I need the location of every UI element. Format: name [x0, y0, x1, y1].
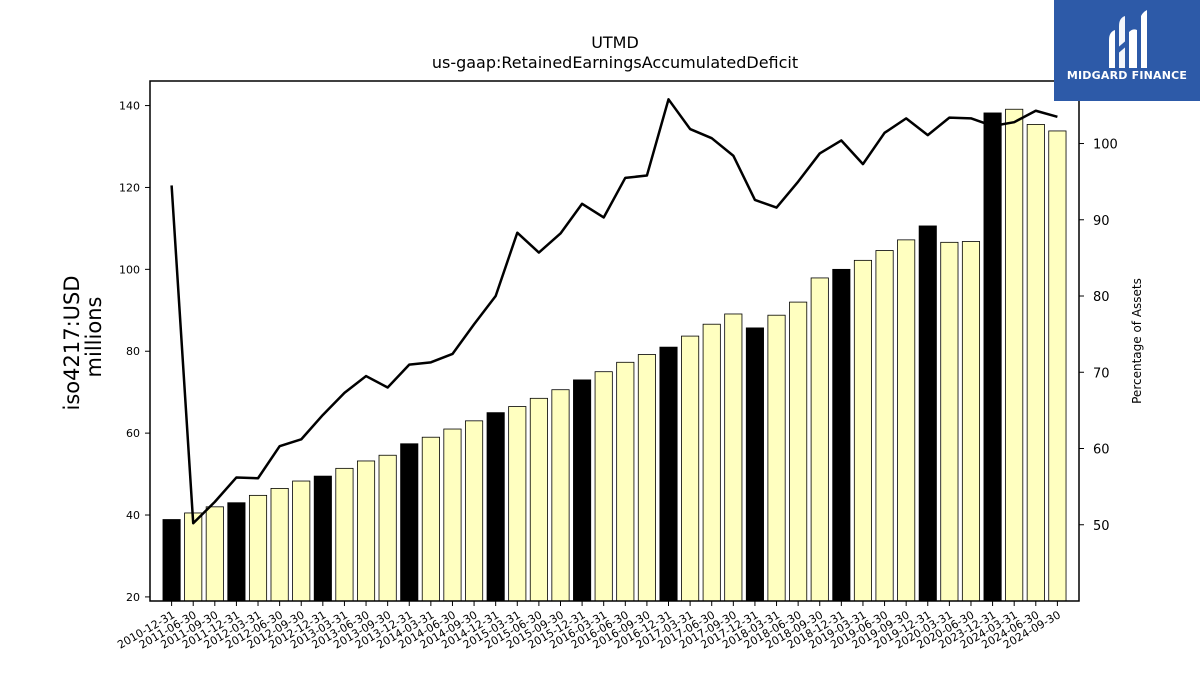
bar-2014-09-30: [465, 420, 484, 602]
y2-tick-label: 50: [1093, 519, 1110, 534]
y2-ticks: 50 60 70 80 90 100: [1079, 138, 1118, 534]
bar-2024-06-30: [1026, 124, 1045, 602]
bar-2015-06-30: [529, 397, 548, 602]
bar-2013-03-31: [335, 467, 354, 602]
bar-2010-12-31: [162, 519, 181, 602]
bar-2012-03-31: [248, 494, 268, 602]
bar-2017-03-31: [681, 335, 700, 602]
line-layer: [170, 98, 1058, 525]
y-tick-label: 100: [119, 263, 140, 276]
percentage-line: [170, 98, 1058, 525]
bar-2014-12-31: [486, 412, 505, 602]
plot-frame: [149, 80, 1080, 602]
chart-title: UTMD: [591, 33, 639, 52]
brand-logo: MIDGARD FINANCE: [1054, 0, 1200, 101]
bar-2019-03-31: [853, 259, 872, 602]
bar-2017-12-31: [745, 327, 764, 602]
midgard-logo-icon: [1109, 10, 1147, 68]
bar-2019-12-31: [918, 225, 937, 602]
bar-2024-09-30: [1048, 130, 1067, 602]
bar-2015-12-31: [573, 379, 592, 602]
chart-subtitle: us-gaap:RetainedEarningsAccumulatedDefic…: [432, 53, 798, 72]
bar-2016-03-31: [594, 371, 613, 602]
x-ticks: 2010-12-312011-06-302011-09-302011-12-31…: [115, 601, 1063, 652]
bar-2020-06-30: [961, 241, 981, 602]
bar-2015-09-30: [551, 389, 570, 602]
y2-tick-label: 60: [1093, 443, 1110, 458]
bar-2018-03-31: [767, 314, 786, 602]
y-tick-label: 120: [119, 181, 140, 194]
y2-tick-label: 100: [1093, 138, 1118, 153]
bar-2013-12-31: [400, 443, 419, 602]
bar-2016-06-30: [616, 361, 635, 602]
bar-2012-06-30: [270, 487, 289, 602]
y-tick-label: 40: [126, 509, 140, 522]
bar-2024-03-31: [1005, 108, 1024, 602]
y-tick-label: 140: [119, 100, 140, 113]
bar-2012-12-31: [313, 475, 332, 602]
y2-tick-label: 90: [1093, 214, 1110, 229]
bar-2016-09-30: [637, 354, 656, 602]
bar-2020-03-31: [940, 241, 959, 602]
y2-tick-label: 80: [1093, 290, 1110, 305]
y-tick-label: 20: [126, 591, 140, 604]
bar-2012-09-30: [292, 480, 311, 602]
y-tick-label: 60: [126, 427, 140, 440]
y-ticks: 20 40 60 80 100 120 140: [119, 100, 150, 604]
y-tick-label: 80: [126, 345, 140, 358]
bar-2018-09-30: [810, 277, 829, 602]
bar-2014-03-31: [421, 436, 440, 602]
bar-2016-12-31: [659, 346, 678, 602]
y-axis-label-line2: millions: [82, 297, 106, 378]
bar-2018-06-30: [789, 301, 808, 602]
bar-2019-09-30: [897, 239, 916, 602]
bar-2018-12-31: [832, 268, 851, 602]
bar-2011-09-30: [205, 506, 224, 602]
y-axis-label-line1: iso4217:USD: [60, 275, 84, 410]
axes: [149, 80, 1080, 602]
bar-2017-09-30: [724, 313, 743, 602]
bar-2023-12-31: [983, 112, 1002, 602]
bar-2014-06-30: [443, 428, 462, 602]
bar-2011-12-31: [227, 502, 246, 602]
bar-2017-06-30: [702, 323, 721, 602]
bar-2011-06-30: [184, 512, 203, 602]
bar-2013-06-30: [356, 460, 376, 602]
bar-2015-03-31: [508, 406, 527, 602]
bar-2013-09-30: [378, 454, 397, 602]
y2-axis-label: Percentage of Assets: [1130, 278, 1144, 404]
brand-name: MIDGARD FINANCE: [1066, 69, 1188, 82]
y2-tick-label: 70: [1093, 366, 1110, 381]
bar-2019-06-30: [875, 250, 894, 602]
bar-layer: [162, 108, 1067, 602]
